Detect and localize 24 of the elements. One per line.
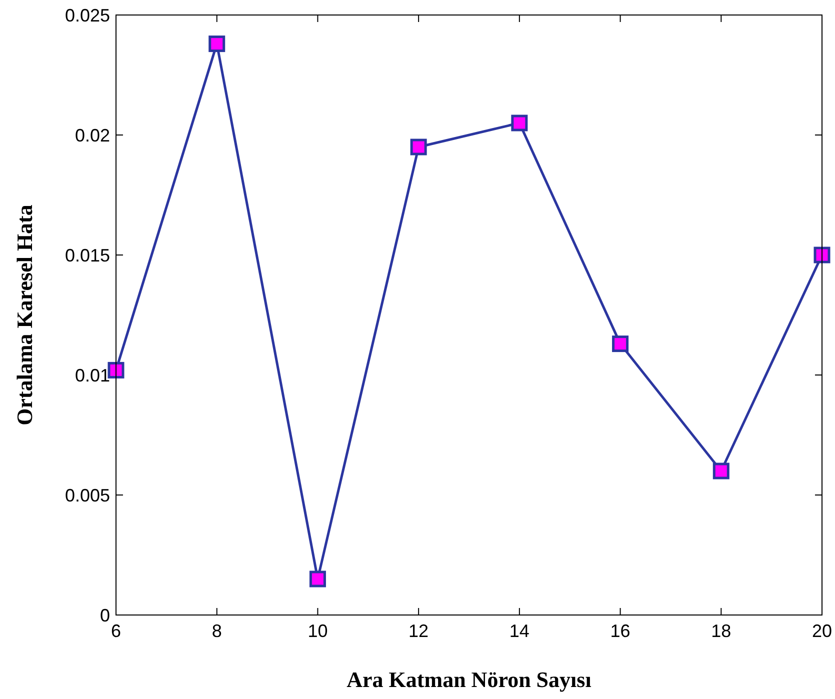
y-tick-label: 0.02 <box>74 125 110 146</box>
point <box>612 336 629 352</box>
point <box>410 138 427 156</box>
y-axis-title: Ortalama Karesel Hata <box>12 204 37 426</box>
y-tick-label: 0.005 <box>64 485 110 506</box>
y-tick-label: 0.025 <box>64 5 110 26</box>
x-tick-label: 6 <box>110 621 122 641</box>
point <box>511 114 528 132</box>
x-tick-label: 8 <box>212 621 222 641</box>
point <box>309 570 326 588</box>
x-tick-label: 18 <box>711 621 732 641</box>
y-tick-label: 0.01 <box>74 365 110 386</box>
x-tick-label: 20 <box>812 621 832 641</box>
point <box>108 362 124 378</box>
x-tick-label: 10 <box>308 621 328 641</box>
x-tick-label: 12 <box>408 621 429 641</box>
x-tick-label: 14 <box>509 621 530 641</box>
point <box>208 36 226 52</box>
y-tick-label: 0 <box>100 605 110 626</box>
point <box>814 246 830 264</box>
x-axis-title: Ara Katman Nöron Sayısı <box>346 667 592 692</box>
x-tick-label: 16 <box>610 621 630 641</box>
point <box>712 462 730 480</box>
y-tick-label: 0.015 <box>64 245 110 266</box>
